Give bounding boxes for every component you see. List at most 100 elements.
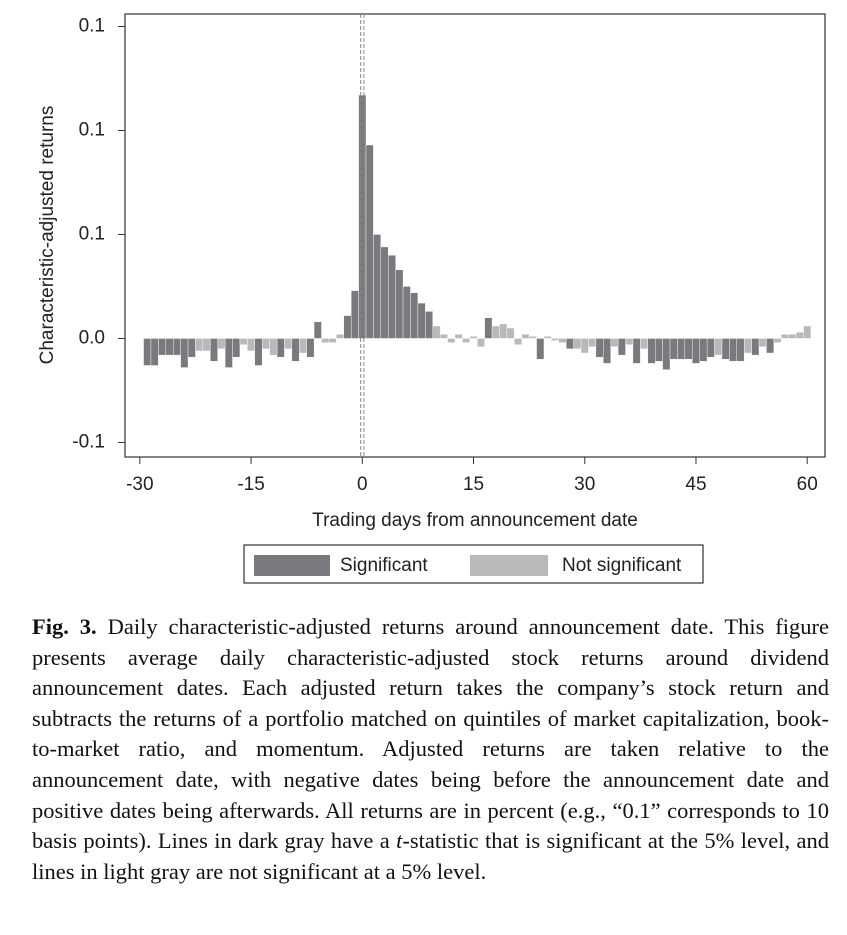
bar (632, 338, 641, 364)
y-tick-label: 0.0 (79, 327, 105, 348)
bar (699, 338, 708, 362)
chart: Trading days from announcement date Char… (37, 13, 826, 584)
bar (706, 338, 715, 358)
bar (773, 338, 782, 343)
legend-label: Significant (340, 555, 428, 576)
bar (247, 338, 255, 352)
bar (610, 338, 619, 347)
x-tick-label: -30 (126, 474, 153, 495)
bar (143, 338, 152, 366)
bar (477, 338, 485, 347)
bar (336, 334, 344, 339)
bar (284, 338, 293, 350)
bar (417, 302, 426, 339)
caption-italic: t (396, 828, 403, 854)
y-tick-label: -0.1 (72, 431, 105, 452)
bar (217, 338, 226, 350)
bar (743, 338, 752, 354)
bar (721, 338, 730, 360)
bar (343, 315, 352, 339)
bar (543, 336, 552, 339)
y-axis-label: Characteristic-adjusted returns (37, 106, 58, 365)
bar (558, 338, 567, 343)
bar (536, 338, 545, 360)
bar (462, 338, 471, 343)
bar (410, 292, 419, 339)
x-tick-label: 15 (463, 474, 484, 495)
legend-swatch (254, 555, 330, 576)
legend-label: Not significant (562, 555, 682, 576)
bar (640, 338, 648, 350)
bar (172, 338, 181, 356)
bar (158, 338, 166, 356)
bar (328, 338, 337, 343)
legend-box (243, 544, 704, 584)
bar (603, 338, 611, 364)
bar (402, 286, 411, 339)
bar (276, 338, 285, 358)
bar (306, 338, 315, 358)
bar (528, 336, 537, 339)
bar (224, 338, 233, 368)
bar (395, 269, 404, 339)
x-tick-label: 30 (574, 474, 595, 495)
bar (210, 338, 218, 362)
bar (350, 290, 359, 339)
bar (202, 338, 211, 352)
bar (617, 338, 626, 356)
plot-frame (124, 13, 826, 458)
bar (781, 334, 789, 339)
bar (506, 327, 515, 339)
x-tick-label: 45 (685, 474, 706, 495)
x-tick-label: -15 (237, 474, 264, 495)
bar (766, 338, 775, 354)
bar (588, 338, 597, 347)
bar (373, 234, 382, 339)
x-tick-label: 0 (357, 474, 368, 495)
bar (736, 338, 745, 362)
bar (150, 338, 159, 366)
bar (647, 338, 656, 364)
bar (269, 338, 278, 356)
bar (432, 325, 441, 339)
bar (239, 338, 248, 345)
bar (692, 338, 700, 364)
bar (514, 338, 522, 345)
bar (291, 338, 300, 362)
bar (180, 338, 189, 368)
x-axis-label: Trading days from announcement date (312, 510, 638, 531)
bar (165, 338, 174, 356)
bar (321, 338, 330, 343)
x-tick-label: 60 (797, 474, 818, 495)
bar (654, 338, 663, 362)
bar (380, 246, 389, 339)
bar (299, 338, 307, 354)
bar (625, 338, 634, 345)
bar (662, 338, 671, 370)
bar (187, 338, 196, 358)
caption: Fig. 3. Daily characteristic-adjusted re… (32, 612, 829, 887)
bar (677, 338, 686, 360)
bar (491, 325, 500, 339)
bar (684, 338, 693, 360)
y-tick-label: 0.1 (79, 15, 105, 36)
bar (669, 338, 678, 360)
caption-text-end: -statistic that is significant at the 5%… (32, 828, 829, 884)
bar (788, 334, 797, 339)
bar (566, 338, 574, 350)
bar (195, 338, 204, 352)
bar (232, 338, 241, 358)
caption-label: Fig. 3. (32, 614, 97, 639)
bar (313, 321, 322, 339)
y-tick-label: 0.1 (79, 119, 105, 140)
bar (729, 338, 737, 362)
bar (758, 338, 767, 347)
bar (358, 94, 367, 339)
bar (365, 144, 374, 339)
bar (573, 338, 582, 350)
bar (580, 338, 589, 354)
bar (521, 334, 530, 339)
bar (551, 338, 559, 341)
y-tick-label: 0.1 (79, 223, 105, 244)
bar (751, 338, 760, 356)
